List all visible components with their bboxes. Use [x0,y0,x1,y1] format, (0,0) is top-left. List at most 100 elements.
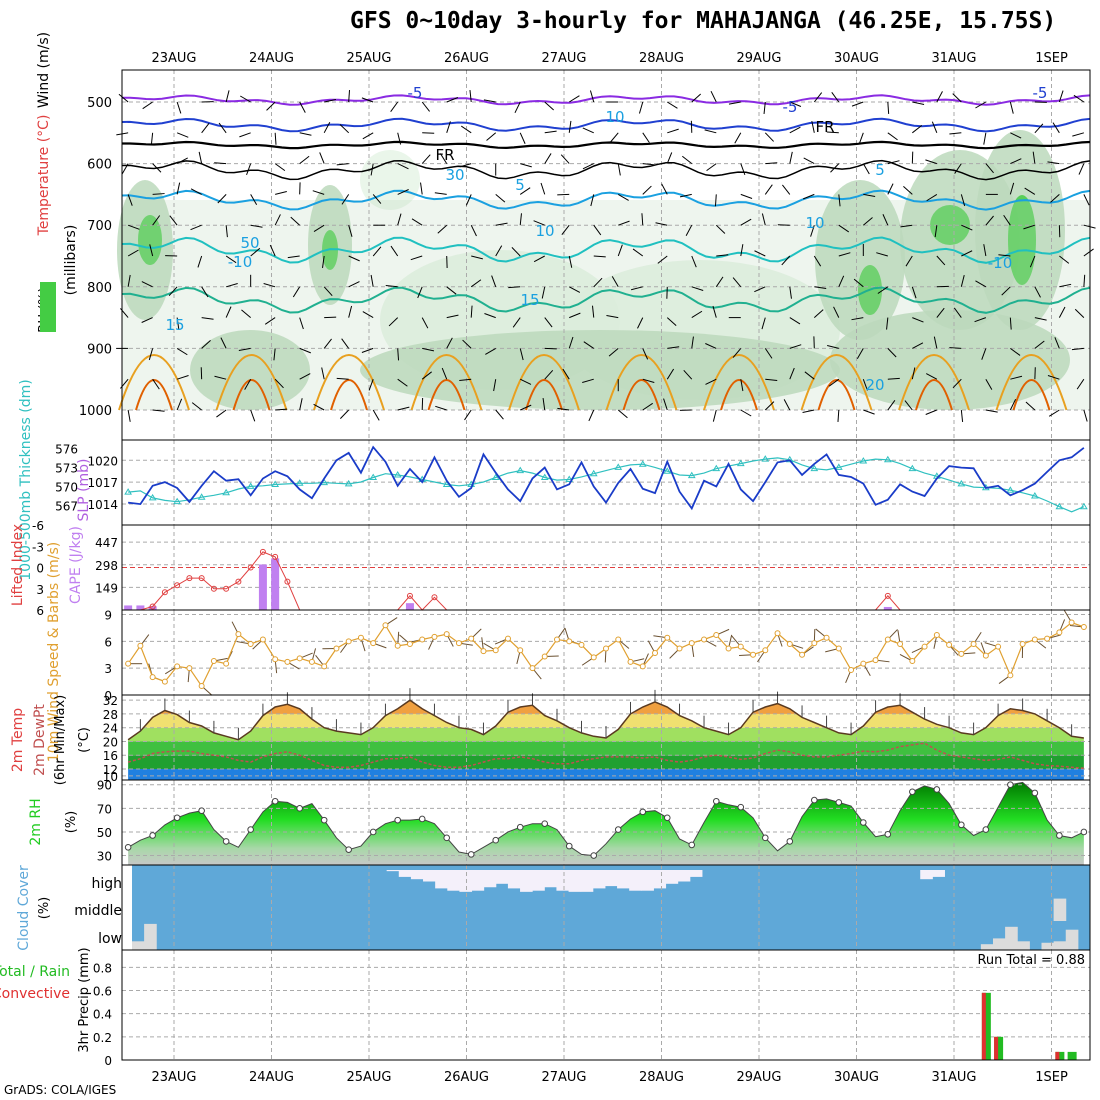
wind-barb [782,184,791,195]
wind-barb [198,151,203,164]
wind-barb [679,193,692,198]
cloud-cover-bar [629,870,642,891]
wind-barb [761,317,766,330]
wind-speed-point [737,643,744,650]
wind-barb [789,151,793,164]
li-point [161,589,168,596]
wind-barb [544,101,554,111]
wind-barb [292,286,301,298]
wind-barb [642,378,655,383]
thickness-marker [810,464,819,472]
wind-barb [495,245,503,257]
precip-tick-label: 0.4 [93,1008,112,1022]
wind-barb [368,379,374,391]
cape-tick-label: 298 [95,559,118,573]
wind-barb [519,187,531,195]
wind-barb [826,131,839,134]
wind-speed-point [786,641,793,647]
li-point [149,603,156,610]
wind-barb [390,245,399,257]
wind-barb [542,398,546,411]
wind-barb [495,409,504,420]
wind-speed-point [223,660,230,667]
wind-speed-point [529,665,536,672]
wind-barb [911,286,917,299]
rh-shading [1008,195,1036,285]
wind-barb [887,101,890,115]
wind-barb [706,163,717,172]
thickness-marker [271,480,280,488]
wind-tick-label: 6 [104,635,112,649]
wind-barb [617,163,621,176]
cloud-cover-bar [435,870,448,889]
rh2m-point [933,786,941,793]
wind-barb [511,247,521,257]
wind-speed-point [639,663,646,670]
cloud-cover-bar [980,944,994,950]
wind-barb [388,317,399,327]
wind-barb [804,371,815,380]
thickness-tick-label: 576 [55,442,78,456]
wind-barb [960,409,964,422]
wind-barb [764,132,774,142]
isotherm-20 [800,354,873,411]
wind-barb [642,348,649,360]
wind-barb [740,218,752,226]
rh-tick-label: 90 [97,779,112,793]
wind-barb [569,286,581,293]
wind-barb [691,336,694,349]
wind-barb [484,313,496,319]
wind-tick-label: 9 [104,608,112,622]
date-label-top: 28AUG [639,51,684,66]
slp-line [128,445,1085,511]
rh2m-point [443,834,451,842]
wind-barb [568,120,572,133]
temp-tick-label: 32 [103,694,118,708]
isotherm-20 [215,354,288,411]
wind-barb [1048,409,1060,417]
wind-speed-point [909,658,916,664]
contour-label: 15 [520,291,539,309]
wind-barb [464,409,472,421]
wind-barb [856,348,864,360]
wind-barb [323,121,331,134]
cloud-cover-bar [398,870,412,877]
wind-barb [789,317,801,325]
wind-barb [191,402,202,411]
wind-barb [765,378,778,381]
isotherm-20 [605,354,678,411]
temp-tick-label: 12 [103,763,118,777]
slp-tick-label: 1017 [87,476,118,490]
wind-barb [590,194,595,207]
li-ylabel: Lifted Index [10,524,26,606]
wind-barb [714,194,717,207]
precip-total-bar [994,1036,1004,1060]
wind-barb [226,283,238,288]
cloud-cover-bar [920,870,933,880]
wind-barb [141,281,153,288]
wind-barb [266,101,276,111]
rh2m-point [247,826,254,833]
wind-barb [127,409,131,422]
precip-total-bar [1067,1051,1077,1060]
wind-speed-point [321,663,328,670]
wind-barb [217,194,227,204]
wind-barb [250,224,263,228]
wind-barb [593,224,602,236]
temperature-ylabel: Temperature (°C) [36,115,52,237]
wind-barb [837,409,840,423]
rh-shading [360,150,420,210]
contour-label: -10 [228,253,253,271]
wind-barb [520,378,532,385]
cloud-cover-bar [665,870,679,884]
wind-barb [397,378,408,387]
wind-barb [197,255,203,268]
thickness-marker [222,488,231,496]
wind-barb [961,224,973,231]
wind-barb [764,348,773,359]
wind-barb [666,317,677,327]
temp-tick-label: 16 [103,749,118,763]
wind-barb [876,252,888,257]
wind-barb [269,244,276,257]
wind-barb [781,255,791,266]
